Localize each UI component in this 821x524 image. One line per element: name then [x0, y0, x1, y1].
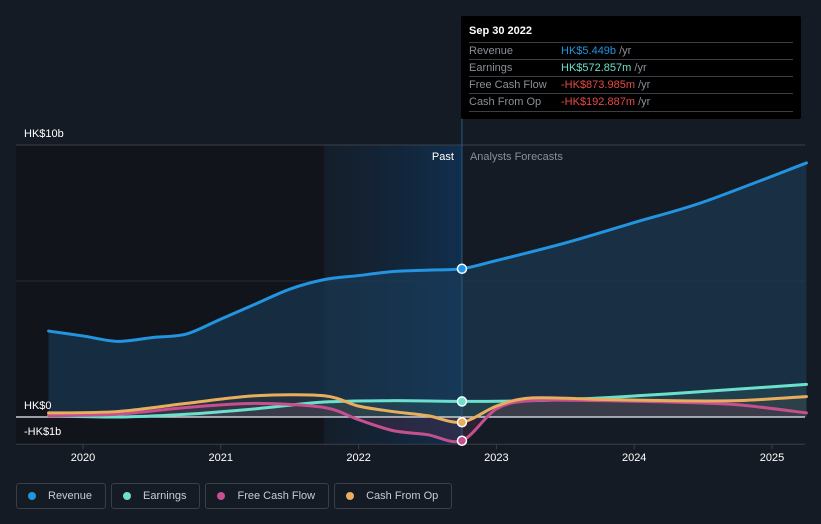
revenue-marker: [456, 263, 468, 275]
x-tick-label: 2025: [760, 452, 784, 464]
y-tick-label: HK$0: [24, 400, 52, 412]
cash-from-op-marker: [456, 416, 468, 428]
legend-dot-icon: [346, 492, 355, 500]
tooltip-value: HK$572.857m /yr: [561, 62, 647, 74]
x-tick-label: 2020: [71, 452, 95, 464]
legend-item-free-cash-flow[interactable]: Free Cash Flow: [205, 483, 330, 509]
tooltip-value: HK$5.449b /yr: [561, 45, 632, 57]
earnings-line: [47, 382, 808, 419]
tooltip-row-cash-from-op: Cash From Op -HK$192.887m /yr: [469, 93, 793, 112]
tooltip-row-revenue: Revenue HK$5.449b /yr: [469, 42, 793, 60]
legend: Revenue Earnings Free Cash Flow Cash Fro…: [16, 483, 453, 509]
legend-label: Earnings: [143, 490, 187, 502]
y-tick-label: -HK$1b: [24, 426, 61, 438]
tooltip-row-earnings: Earnings HK$572.857m /yr: [469, 59, 793, 77]
legend-label: Revenue: [48, 490, 93, 502]
legend-label: Free Cash Flow: [237, 490, 316, 502]
tooltip-label: Earnings: [469, 62, 513, 74]
legend-dot-icon: [217, 492, 226, 500]
x-tick-label: 2022: [346, 452, 370, 464]
past-label: Past: [432, 151, 454, 163]
legend-item-cash-from-op[interactable]: Cash From Op: [334, 483, 453, 509]
tooltip-value: -HK$873.985m /yr: [561, 79, 651, 91]
revenue-line: [47, 161, 808, 343]
legend-item-revenue[interactable]: Revenue: [16, 483, 107, 509]
tooltip-date: Sep 30 2022: [469, 25, 532, 37]
x-tick-label: 2023: [484, 452, 508, 464]
revenue-area: [48, 162, 807, 417]
free-cash-flow-marker: [456, 435, 468, 447]
tooltip: Sep 30 2022 Revenue HK$5.449b /yr Earnin…: [461, 16, 801, 119]
earnings-area: [48, 384, 807, 418]
x-tick-label: 2021: [209, 452, 233, 464]
tooltip-label: Cash From Op: [469, 96, 542, 108]
legend-dot-icon: [123, 492, 132, 500]
y-tick-label: HK$10b: [24, 128, 64, 140]
forecast-label: Analysts Forecasts: [470, 151, 563, 163]
x-tick-label: 2024: [622, 452, 646, 464]
legend-dot-icon: [28, 492, 36, 500]
tooltip-label: Revenue: [469, 45, 514, 57]
tooltip-value: -HK$192.887m /yr: [561, 96, 651, 108]
earnings-marker: [456, 396, 468, 407]
legend-item-earnings[interactable]: Earnings: [111, 483, 201, 509]
tooltip-label: Free Cash Flow: [469, 79, 547, 91]
tooltip-row-free-cash-flow: Free Cash Flow -HK$873.985m /yr: [469, 76, 793, 94]
legend-label: Cash From Op: [366, 490, 439, 502]
cash-from-op-line: [47, 393, 808, 424]
